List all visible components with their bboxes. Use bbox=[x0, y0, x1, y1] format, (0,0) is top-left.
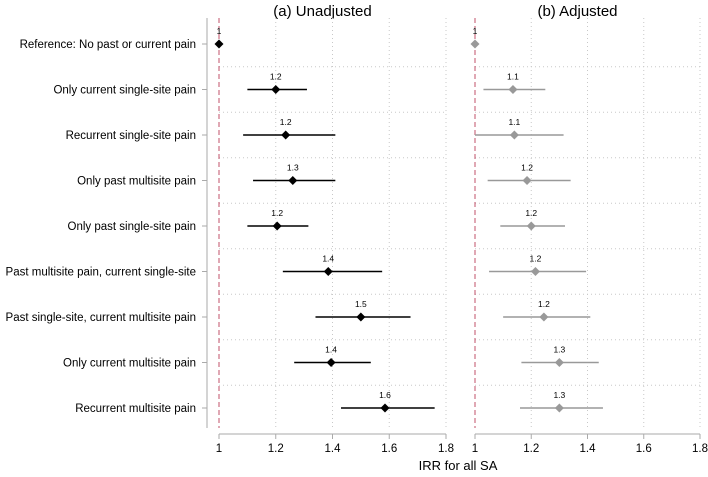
x-tick-label: 1.8 bbox=[692, 443, 708, 455]
value-label: 1.1 bbox=[507, 72, 519, 82]
x-tick-label: 1.6 bbox=[381, 443, 397, 455]
point-marker bbox=[326, 358, 336, 367]
point-marker bbox=[356, 312, 366, 322]
point-marker bbox=[271, 85, 281, 94]
panel-title: (b) Adjusted bbox=[537, 3, 617, 20]
panel-title: (a) Unadjusted bbox=[273, 3, 371, 20]
value-label: 1.2 bbox=[280, 117, 292, 127]
row-label: Only past single-site pain bbox=[68, 221, 196, 233]
value-label: 1.3 bbox=[287, 163, 299, 173]
point-marker bbox=[288, 176, 298, 185]
row-label: Only current single-site pain bbox=[53, 85, 196, 97]
x-tick-label: 1.8 bbox=[438, 443, 454, 455]
value-label: 1.2 bbox=[530, 254, 542, 264]
value-label: 1.2 bbox=[271, 208, 283, 218]
point-marker bbox=[281, 130, 291, 140]
x-tick-label: 1.2 bbox=[523, 443, 539, 455]
x-tick-label: 1.6 bbox=[636, 443, 652, 455]
x-tick-label: 1.4 bbox=[325, 443, 342, 455]
point-marker bbox=[539, 312, 549, 322]
point-marker bbox=[470, 39, 480, 49]
value-label: 1.5 bbox=[355, 299, 367, 309]
value-label: 1.2 bbox=[525, 208, 537, 218]
x-axis-title: IRR for all SA bbox=[419, 458, 498, 473]
value-label: 1.2 bbox=[270, 72, 282, 82]
value-label: 1.1 bbox=[508, 117, 520, 127]
x-tick-label: 1 bbox=[472, 443, 478, 455]
point-marker bbox=[323, 267, 333, 276]
row-label: Reference: No past or current pain bbox=[20, 39, 196, 51]
x-tick-label: 1 bbox=[216, 443, 222, 455]
point-marker bbox=[508, 85, 518, 94]
row-label: Recurrent single-site pain bbox=[66, 130, 196, 142]
value-label: 1.3 bbox=[553, 345, 565, 355]
point-marker bbox=[554, 358, 564, 367]
row-label: Recurrent multisite pain bbox=[75, 403, 196, 415]
x-tick-label: 1.4 bbox=[580, 443, 597, 455]
row-label: Past multisite pain, current single-site bbox=[6, 267, 196, 279]
value-label: 1.4 bbox=[322, 254, 334, 264]
point-marker bbox=[214, 39, 224, 49]
value-label: 1.6 bbox=[379, 390, 391, 400]
value-label: 1.2 bbox=[521, 163, 533, 173]
point-marker bbox=[530, 267, 540, 276]
point-marker bbox=[522, 176, 532, 185]
value-label: 1.2 bbox=[538, 299, 550, 309]
value-label: 1.4 bbox=[325, 345, 337, 355]
row-label: Only past multisite pain bbox=[77, 176, 196, 188]
row-label: Past single-site, current multisite pain bbox=[6, 312, 196, 324]
value-label: 1 bbox=[217, 26, 222, 36]
row-label: Only current multisite pain bbox=[63, 358, 196, 370]
x-tick-label: 1.2 bbox=[268, 443, 284, 455]
value-label: 1.3 bbox=[553, 390, 565, 400]
point-marker bbox=[272, 221, 282, 231]
point-marker bbox=[554, 403, 564, 413]
point-marker bbox=[526, 221, 536, 231]
value-label: 1 bbox=[473, 26, 478, 36]
point-marker bbox=[380, 403, 390, 413]
point-marker bbox=[509, 130, 519, 140]
